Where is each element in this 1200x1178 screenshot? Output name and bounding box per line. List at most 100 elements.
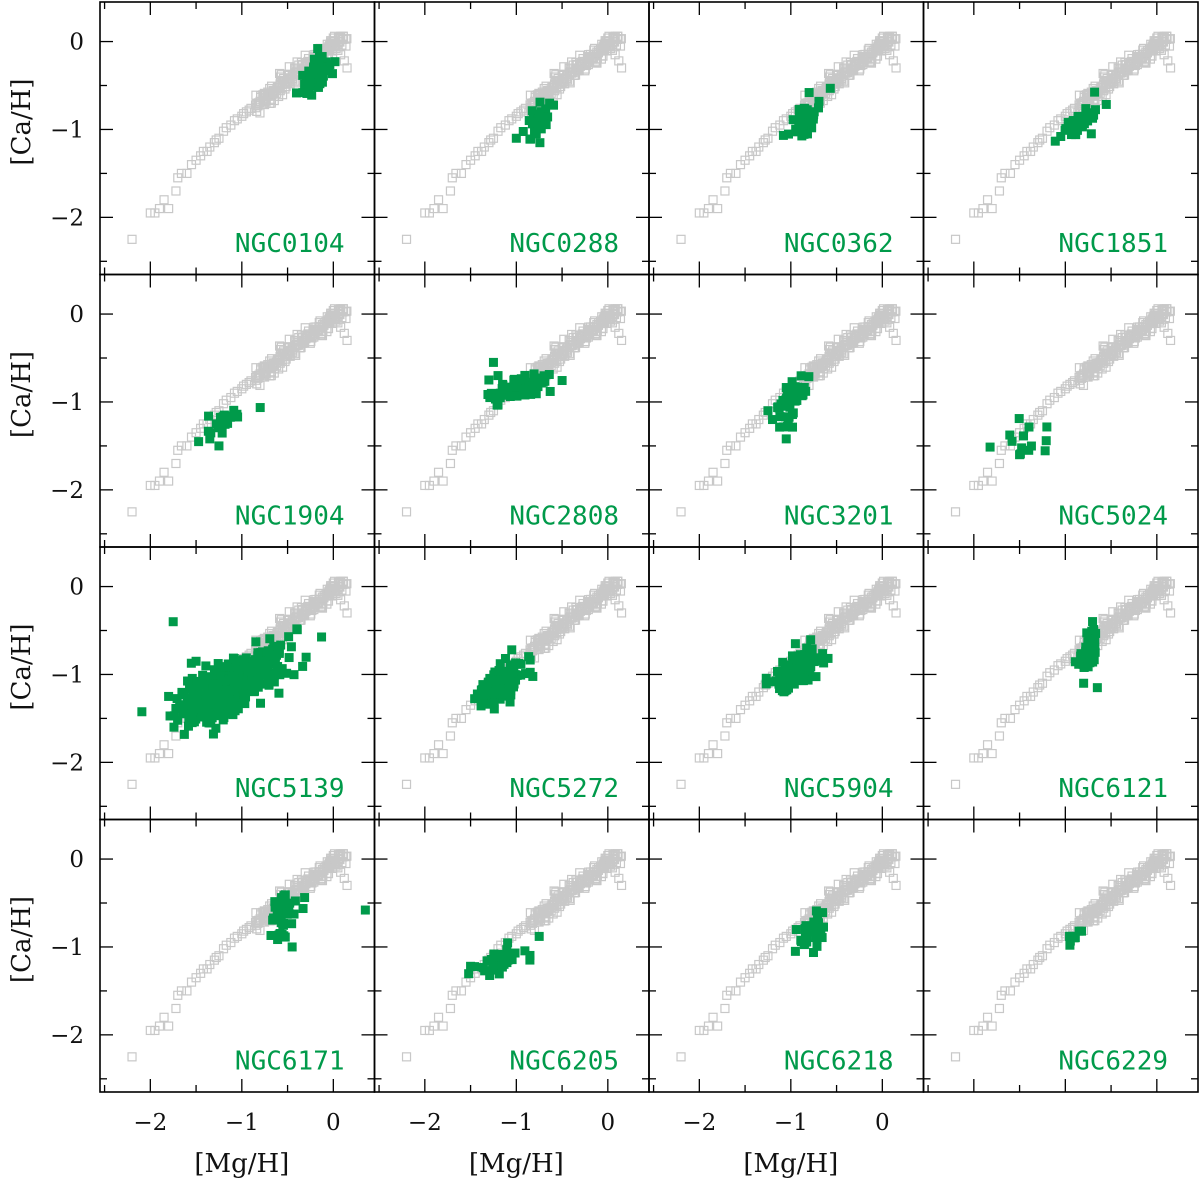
- background-point: [584, 595, 594, 605]
- highlight-point: [543, 112, 553, 122]
- panel-ticks: [100, 274, 375, 547]
- background-point: [283, 614, 294, 624]
- highlight-point: [1070, 933, 1080, 943]
- highlight-point: [218, 707, 228, 717]
- highlight-point: [285, 909, 295, 919]
- background-point: [841, 67, 851, 78]
- y-axis-label: [Ca/H]: [7, 78, 37, 165]
- highlight-point: [1086, 129, 1096, 139]
- highlight-point: [1005, 430, 1015, 440]
- highlight-point: [289, 670, 299, 680]
- highlight-point: [796, 935, 806, 945]
- background-point: [254, 370, 265, 381]
- background-point: [539, 89, 550, 99]
- background-point: [833, 349, 844, 359]
- highlight-point: [313, 44, 323, 54]
- background-point: [987, 476, 997, 486]
- highlight-point: [219, 713, 229, 723]
- panel-ticks: [100, 547, 375, 820]
- highlight-point: [485, 970, 495, 980]
- highlight-point: [781, 434, 791, 444]
- highlight-point: [301, 652, 311, 662]
- background-point: [884, 309, 894, 320]
- background-point: [832, 69, 843, 79]
- highlight-point: [797, 391, 807, 401]
- highlight-point: [192, 697, 202, 707]
- y-tick-label: −1: [50, 117, 84, 143]
- background-point: [1095, 361, 1105, 371]
- background-point: [339, 873, 349, 883]
- background-point: [284, 349, 295, 359]
- background-point: [1107, 347, 1117, 357]
- highlight-point: [791, 664, 801, 674]
- panel-NGC5904-highlight: [761, 635, 833, 697]
- background-point: [164, 748, 174, 759]
- highlight-point: [251, 637, 261, 647]
- x-tick-label: −1: [774, 1110, 808, 1136]
- highlight-point: [253, 651, 263, 661]
- background-point: [725, 986, 736, 996]
- background-point: [852, 329, 862, 339]
- highlight-point: [229, 654, 239, 664]
- background-point: [564, 621, 574, 631]
- highlight-point: [231, 660, 241, 670]
- background-point: [708, 1012, 718, 1022]
- highlight-point: [1042, 422, 1052, 432]
- highlight-point: [545, 386, 555, 396]
- highlight-point: [204, 411, 214, 421]
- y-tick-label: −2: [50, 205, 84, 231]
- highlight-point: [238, 696, 248, 706]
- background-point: [211, 135, 221, 145]
- highlight-point: [1040, 446, 1050, 456]
- background-point: [546, 88, 556, 98]
- background-point: [676, 507, 686, 517]
- highlight-point: [505, 697, 515, 707]
- background-point: [871, 871, 881, 882]
- highlight-point: [1079, 116, 1089, 126]
- panel-ticks: [374, 819, 649, 1092]
- highlight-point: [782, 674, 792, 684]
- background-point: [564, 894, 574, 904]
- highlight-point: [538, 377, 548, 387]
- background-point: [1078, 915, 1088, 926]
- panel-ticks: [923, 274, 1198, 547]
- panel-NGC2808-highlight: [483, 357, 567, 410]
- background-point: [1145, 599, 1156, 609]
- highlight-point: [488, 357, 498, 367]
- background-point: [616, 880, 627, 891]
- highlight-point: [510, 948, 520, 958]
- background-point: [1145, 54, 1156, 64]
- background-point: [549, 351, 560, 362]
- highlight-point: [794, 672, 804, 682]
- panel-NGC6205-background: [401, 849, 627, 1062]
- highlight-point: [233, 678, 243, 688]
- highlight-point: [198, 670, 208, 680]
- panel-ticks: [374, 274, 649, 547]
- highlight-point: [222, 676, 232, 686]
- highlight-point: [1089, 625, 1099, 635]
- background-point: [309, 867, 319, 877]
- highlight-point: [818, 649, 828, 659]
- y-tick-label: −1: [50, 935, 84, 961]
- highlight-point: [300, 893, 310, 903]
- highlight-point: [287, 919, 297, 929]
- background-point: [1142, 48, 1153, 58]
- background-point: [614, 601, 624, 611]
- highlight-point: [1083, 662, 1093, 672]
- background-point: [567, 885, 577, 895]
- background-point: [339, 328, 349, 338]
- highlight-point: [221, 685, 231, 695]
- background-point: [1116, 67, 1126, 78]
- background-point: [176, 168, 187, 179]
- background-point: [821, 88, 831, 98]
- highlight-point: [482, 699, 492, 709]
- highlight-point: [239, 662, 249, 672]
- background-point: [841, 885, 851, 895]
- highlight-point: [223, 418, 233, 428]
- highlight-point: [787, 377, 797, 387]
- background-point: [558, 69, 568, 79]
- panel-ticks: [100, 2, 375, 275]
- highlight-point: [519, 384, 529, 394]
- background-point: [303, 874, 313, 884]
